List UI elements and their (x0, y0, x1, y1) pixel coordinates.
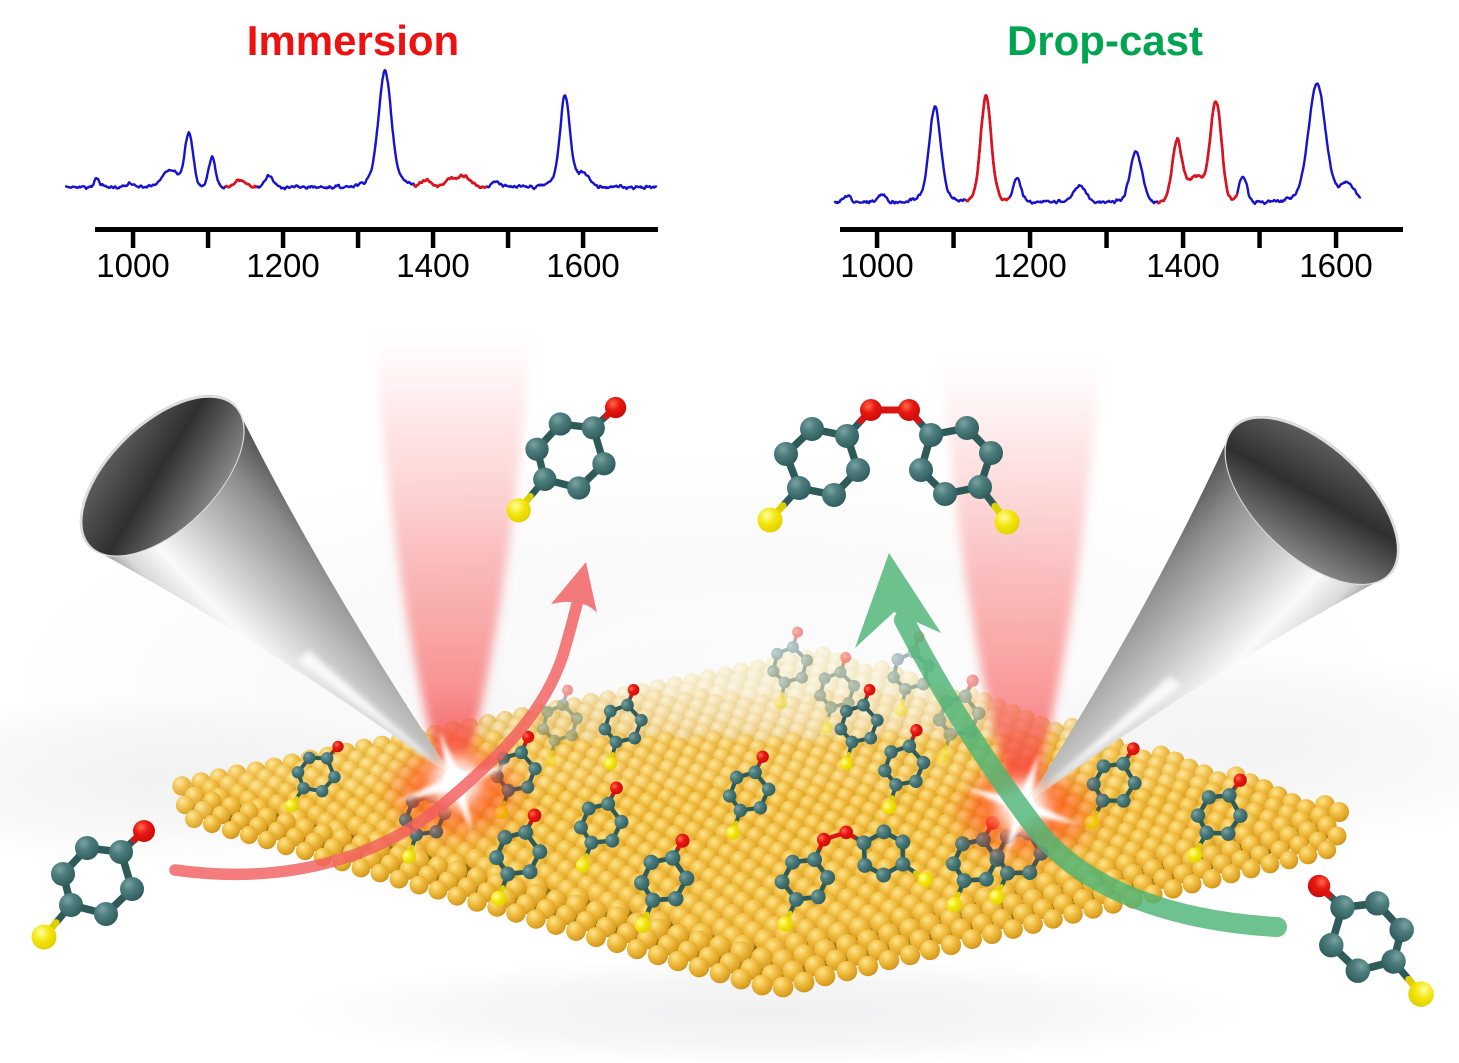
svg-text:Immersion: Immersion (247, 17, 459, 64)
svg-text:1000: 1000 (96, 247, 169, 284)
svg-text:1400: 1400 (1146, 247, 1219, 284)
svg-text:1600: 1600 (546, 247, 619, 284)
svg-text:1200: 1200 (993, 247, 1066, 284)
svg-text:1600: 1600 (1299, 247, 1372, 284)
svg-text:Drop-cast: Drop-cast (1007, 17, 1203, 64)
svg-text:1000: 1000 (840, 247, 913, 284)
svg-text:1400: 1400 (396, 247, 469, 284)
svg-text:1200: 1200 (246, 247, 319, 284)
